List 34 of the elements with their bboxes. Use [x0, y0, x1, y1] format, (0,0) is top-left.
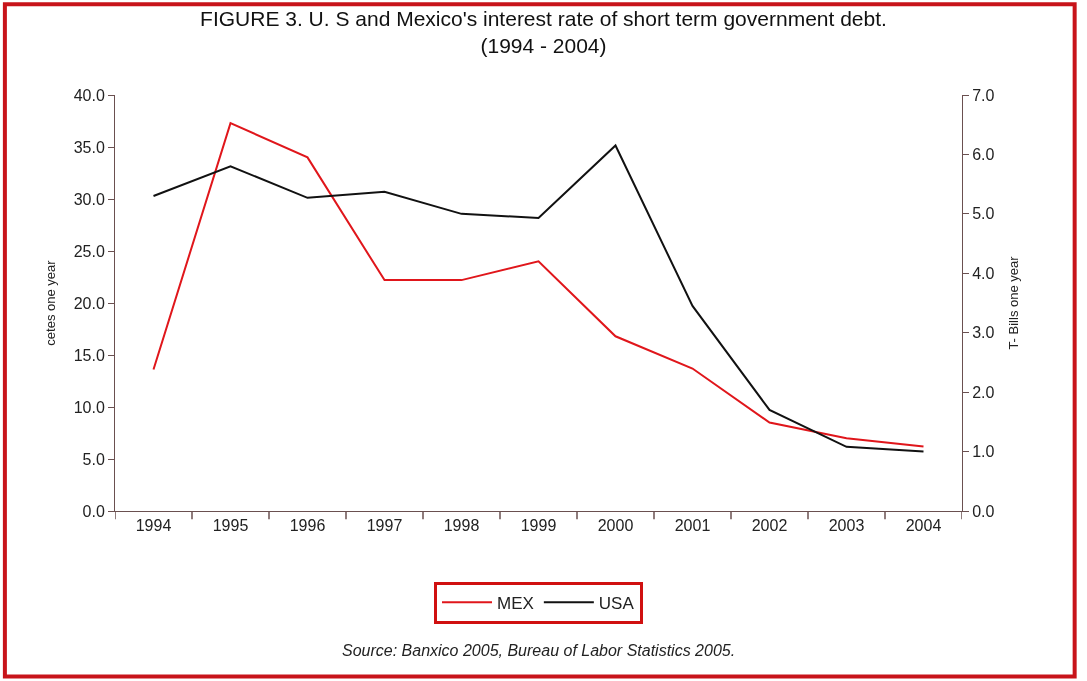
y2-tick-label: 6.0	[972, 146, 995, 164]
x-tick-label: 1997	[366, 517, 403, 535]
x-tick-label: 2002	[751, 517, 788, 535]
y-tick-label: 25.0	[73, 242, 105, 260]
x-tick-label: 1998	[443, 517, 480, 535]
y-tick-label: 30.0	[73, 190, 105, 208]
y2-tick-label: 2.0	[972, 383, 995, 401]
y-tick-label: 20.0	[73, 294, 105, 312]
y-tick-label: 0.0	[82, 502, 105, 520]
x-tick-label: 1995	[212, 517, 249, 535]
x-tick-label: 2004	[905, 517, 942, 535]
y-tick-label: 5.0	[82, 450, 105, 468]
y-tick-label: 15.0	[73, 346, 105, 364]
y-axis-title: cetes one year	[42, 259, 58, 346]
legend-label: MEX	[497, 593, 534, 613]
y2-tick-label: 1.0	[972, 443, 995, 461]
x-tick-label: 2003	[828, 517, 865, 535]
y2-tick-label: 4.0	[972, 264, 995, 282]
x-tick-label: 1996	[289, 517, 326, 535]
x-tick-label: 1994	[135, 517, 172, 535]
y-tick-label: 10.0	[73, 398, 105, 416]
x-tick-label: 2000	[597, 517, 634, 535]
y2-axis-title: T- Bills one year	[1006, 255, 1022, 350]
y-tick-label: 35.0	[73, 138, 105, 156]
chart-title: FIGURE 3. U. S and Mexico's interest rate of short term government debt. (1994 - 2004)	[200, 6, 887, 58]
y2-tick-label: 3.0	[972, 324, 995, 342]
legend-label: USA	[598, 593, 635, 613]
y-tick-label: 40.0	[73, 86, 105, 104]
x-tick-label: 2001	[674, 517, 711, 535]
source-note: Source: Banxico 2005, Bureau of Labor Statistics 2005.	[342, 642, 736, 659]
y2-tick-label: 0.0	[972, 502, 995, 520]
x-tick-label: 1999	[520, 517, 557, 535]
y2-tick-label: 5.0	[972, 205, 995, 223]
y2-tick-label: 7.0	[972, 86, 995, 104]
